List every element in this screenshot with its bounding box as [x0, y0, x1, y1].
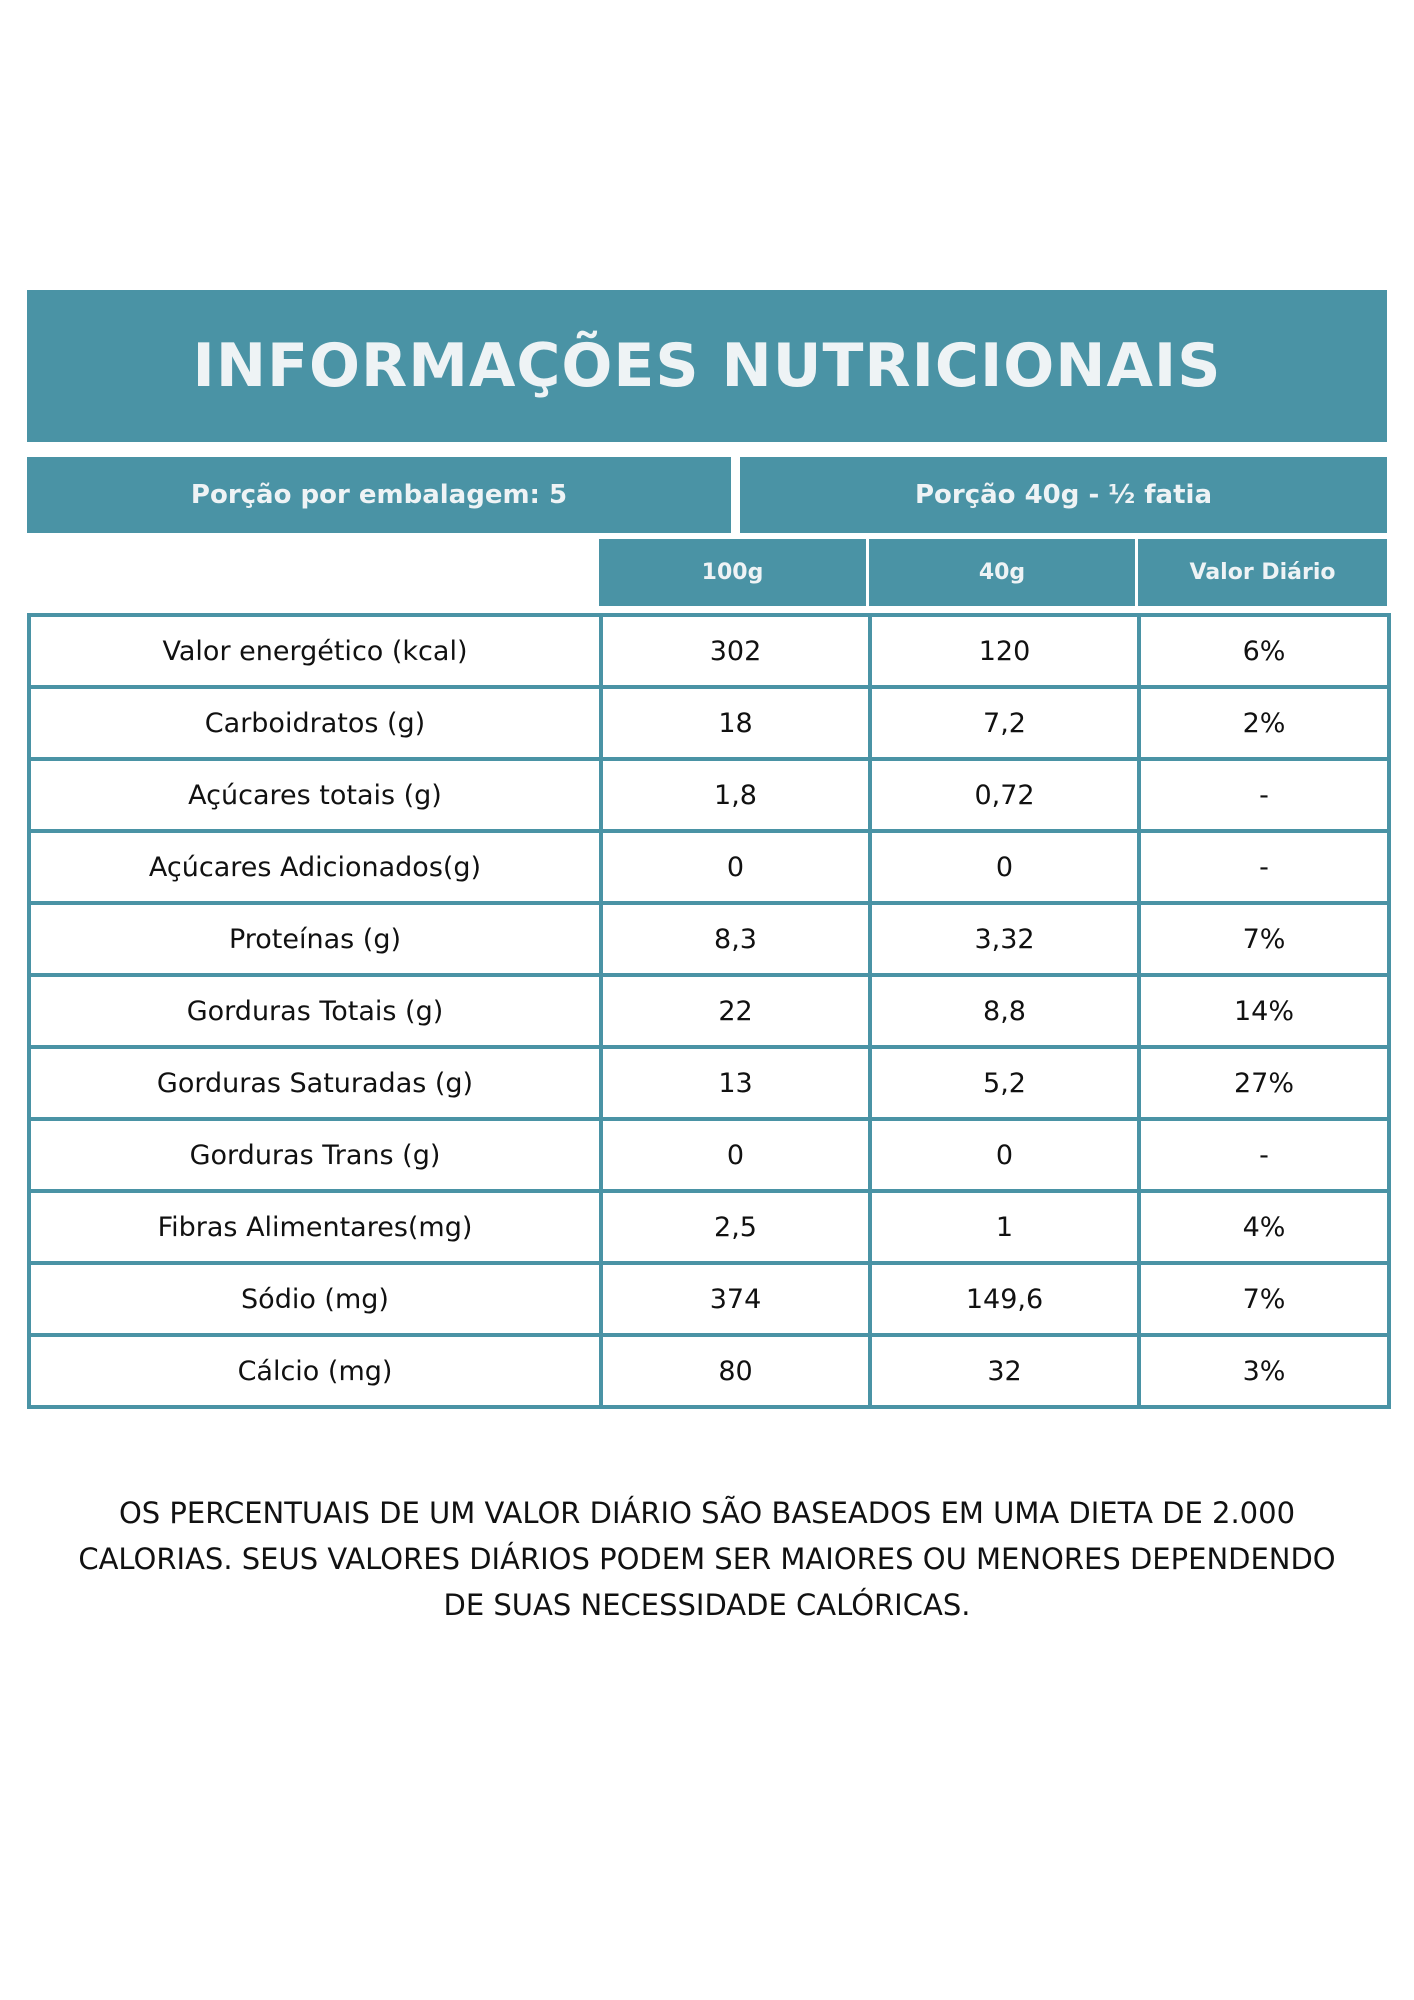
nutrient-name: Açúcares Adicionados(g)	[27, 829, 603, 905]
daily-value: 7%	[1137, 901, 1391, 977]
daily-value: -	[1137, 757, 1391, 833]
value-40g: 7,2	[868, 685, 1141, 761]
column-header-daily-value: Valor Diário	[1138, 539, 1387, 606]
nutrient-name: Gorduras Saturadas (g)	[27, 1045, 603, 1121]
daily-value: 2%	[1137, 685, 1391, 761]
daily-value: 7%	[1137, 1261, 1391, 1337]
value-40g: 32	[868, 1333, 1141, 1409]
value-40g: 0	[868, 1117, 1141, 1193]
column-header-label: 100g	[701, 560, 764, 585]
table-row: Gorduras Saturadas (g) 13 5,2 27%	[27, 1045, 1391, 1121]
nutrient-name: Cálcio (mg)	[27, 1333, 603, 1409]
nutrient-name: Sódio (mg)	[27, 1261, 603, 1337]
portion-size-label: Porção 40g - ½ fatia	[914, 480, 1212, 510]
value-40g: 3,32	[868, 901, 1141, 977]
value-40g: 149,6	[868, 1261, 1141, 1337]
value-40g: 0	[868, 829, 1141, 905]
value-100g: 18	[599, 685, 872, 761]
table-row: Proteínas (g) 8,3 3,32 7%	[27, 901, 1391, 977]
value-100g: 374	[599, 1261, 872, 1337]
daily-value: -	[1137, 1117, 1391, 1193]
table-row: Cálcio (mg) 80 32 3%	[27, 1333, 1391, 1409]
table-row: Gorduras Totais (g) 22 8,8 14%	[27, 973, 1391, 1049]
daily-value: 3%	[1137, 1333, 1391, 1409]
column-header-100g: 100g	[599, 539, 866, 606]
column-header-40g: 40g	[869, 539, 1135, 606]
table-row: Açúcares totais (g) 1,8 0,72-	[27, 757, 1391, 833]
nutrient-name: Valor energético (kcal)	[27, 613, 603, 689]
nutrient-name: Gorduras Trans (g)	[27, 1117, 603, 1193]
daily-value: 14%	[1137, 973, 1391, 1049]
value-100g: 22	[599, 973, 872, 1049]
daily-value: 4%	[1137, 1189, 1391, 1265]
value-40g: 5,2	[868, 1045, 1141, 1121]
table-row: Valor energético (kcal) 302 120 6%	[27, 613, 1391, 689]
daily-value: 27%	[1137, 1045, 1391, 1121]
value-100g: 13	[599, 1045, 872, 1121]
nutrient-name: Gorduras Totais (g)	[27, 973, 603, 1049]
nutrient-name: Carboidratos (g)	[27, 685, 603, 761]
value-100g: 302	[599, 613, 872, 689]
nutrient-name: Açúcares totais (g)	[27, 757, 603, 833]
value-100g: 8,3	[599, 901, 872, 977]
title-banner: INFORMAÇÕES NUTRICIONAIS	[27, 290, 1387, 442]
page-title: INFORMAÇÕES NUTRICIONAIS	[192, 331, 1222, 401]
value-100g: 1,8	[599, 757, 872, 833]
value-100g: 0	[599, 829, 872, 905]
footnote-line: DE SUAS NECESSIDADE CALÓRICAS.	[443, 1588, 971, 1622]
daily-value: -	[1137, 829, 1391, 905]
daily-value-footnote: OS PERCENTUAIS DE UM VALOR DIÁRIO SÃO BA…	[27, 1490, 1387, 1628]
footnote-line: CALORIAS. SEUS VALORES DIÁRIOS PODEM SER…	[78, 1542, 1336, 1576]
column-header-label: Valor Diário	[1189, 560, 1336, 585]
value-100g: 0	[599, 1117, 872, 1193]
value-100g: 80	[599, 1333, 872, 1409]
daily-value: 6%	[1137, 613, 1391, 689]
nutrient-name: Proteínas (g)	[27, 901, 603, 977]
nutrition-table: Valor energético (kcal) 302 120 6% Carboidra…	[27, 613, 1391, 1409]
table-row: Açúcares Adicionados(g) 0 0-	[27, 829, 1391, 905]
table-row: Gorduras Trans (g) 0 0-	[27, 1117, 1391, 1193]
servings-per-package-label: Porção por embalagem: 5	[190, 480, 568, 510]
table-row: Fibras Alimentares(mg) 2,5 1 4%	[27, 1189, 1391, 1265]
value-100g: 2,5	[599, 1189, 872, 1265]
table-row: Carboidratos (g) 18 7,2 2%	[27, 685, 1391, 761]
table-row: Sódio (mg) 374 149,6 7%	[27, 1261, 1391, 1337]
value-40g: 120	[868, 613, 1141, 689]
value-40g: 8,8	[868, 973, 1141, 1049]
column-header-label: 40g	[978, 560, 1026, 585]
portion-size: Porção 40g - ½ fatia	[740, 457, 1387, 533]
footnote-line: OS PERCENTUAIS DE UM VALOR DIÁRIO SÃO BA…	[118, 1496, 1296, 1530]
value-40g: 1	[868, 1189, 1141, 1265]
value-40g: 0,72	[868, 757, 1141, 833]
nutrient-name: Fibras Alimentares(mg)	[27, 1189, 603, 1265]
servings-per-package: Porção por embalagem: 5	[27, 457, 731, 533]
